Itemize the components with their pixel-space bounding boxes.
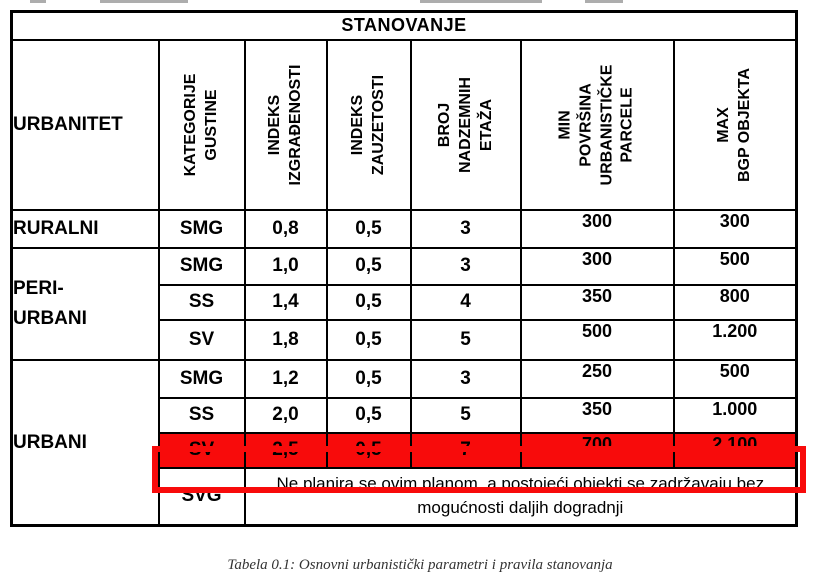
max-bgp-cell: 500 xyxy=(672,246,798,286)
indeks-izgradjenosti-cell: 1,0 xyxy=(243,246,328,286)
max-bgp-cell: 1.200 xyxy=(672,318,798,361)
indeks-zauzetosti-cell: 0,5 xyxy=(325,396,412,434)
indeks-izgradjenosti-cell: 0,8 xyxy=(243,208,328,249)
indeks-izgradjenosti-cell: 1,2 xyxy=(243,358,328,399)
table-row: SVG Ne planira se ovim planom, a postoje… xyxy=(12,466,798,527)
kategorija-cell: SMG xyxy=(157,246,246,286)
broj-etaza-cell: 5 xyxy=(409,318,522,361)
column-header-indeks-zauzetosti: INDEKS ZAUZETOSTI xyxy=(325,38,412,211)
indeks-izgradjenosti-cell: 2,0 xyxy=(243,396,328,434)
indeks-izgradjenosti-cell: 1,8 xyxy=(243,318,328,361)
table-row: SV 1,8 0,5 5 500 1.200 xyxy=(12,318,798,361)
indeks-izgradjenosti-cell: 1,4 xyxy=(243,283,328,321)
min-povrsina-cell: 500 xyxy=(519,318,675,361)
table-row: PERI- URBANI SMG 1,0 0,5 3 300 500 xyxy=(10,246,798,361)
kategorija-cell: SMG xyxy=(157,358,246,399)
min-povrsina-cell: 350 xyxy=(519,283,675,321)
clipped-text-remnant xyxy=(100,0,188,3)
kategorija-cell: SS xyxy=(157,283,246,321)
max-bgp-cell: 300 xyxy=(672,208,798,249)
column-header-max-bgp-objekta: MAX BGP OBJEKTA xyxy=(672,38,798,211)
clipped-text-remnant xyxy=(30,0,46,3)
column-header-urbanitet: URBANITET xyxy=(10,38,160,211)
min-povrsina-cell: 300 xyxy=(519,246,675,286)
group-label-peri-urbani: PERI- URBANI xyxy=(10,246,160,361)
indeks-izgradjenosti-cell: 2,5 xyxy=(243,431,328,469)
min-povrsina-cell: 300 xyxy=(519,208,675,249)
broj-etaza-cell: 3 xyxy=(409,208,522,249)
broj-etaza-cell: 3 xyxy=(409,246,522,286)
max-bgp-cell: 500 xyxy=(672,358,798,399)
table-row: RURALNI SMG 0,8 0,5 3 300 300 xyxy=(10,208,798,249)
broj-etaza-cell: 4 xyxy=(409,283,522,321)
broj-etaza-cell: 3 xyxy=(409,358,522,399)
min-povrsina-cell: 250 xyxy=(519,358,675,399)
kategorija-cell: SMG xyxy=(157,208,246,249)
column-header-kategorije-gustine: KATEGORIJE GUSTINE xyxy=(157,38,246,211)
min-povrsina-cell: 700 xyxy=(519,431,675,469)
group-label-urbani: URBANI xyxy=(10,358,160,527)
housing-parameters-table: STANOVANJE URBANITET KATEGORIJE GUSTINE … xyxy=(10,10,799,527)
indeks-zauzetosti-cell: 0,5 xyxy=(325,431,412,469)
kategorija-cell: SV xyxy=(157,431,246,469)
max-bgp-cell: 800 xyxy=(672,283,798,321)
max-bgp-cell: 2.100 xyxy=(672,431,798,469)
column-header-indeks-izgradjenosti: INDEKS IZGRAĐENOSTI xyxy=(243,38,328,211)
svg-note-cell: Ne planira se ovim planom, a postojeći o… xyxy=(243,466,798,527)
kategorija-cell: SVG xyxy=(157,466,246,527)
table-caption: Tabela 0.1: Osnovni urbanistički paramet… xyxy=(227,557,613,573)
kategorija-cell: SS xyxy=(157,396,246,434)
clipped-text-remnant xyxy=(420,0,542,3)
indeks-zauzetosti-cell: 0,5 xyxy=(325,318,412,361)
kategorija-cell: SV xyxy=(157,318,246,361)
indeks-zauzetosti-cell: 0,5 xyxy=(325,283,412,321)
indeks-zauzetosti-cell: 0,5 xyxy=(325,246,412,286)
clipped-text-remnant xyxy=(585,0,623,3)
min-povrsina-cell: 350 xyxy=(519,396,675,434)
group-label-ruralni: RURALNI xyxy=(10,208,160,249)
table-row: URBANI SMG 1,2 0,5 3 250 500 xyxy=(10,358,798,527)
max-bgp-cell: 1.000 xyxy=(672,396,798,434)
column-header-min-povrsina-parcele: MIN POVRŠINA URBANISTIČKE PARCELE xyxy=(519,38,675,211)
indeks-zauzetosti-cell: 0,5 xyxy=(325,208,412,249)
table-title: STANOVANJE xyxy=(10,10,798,41)
broj-etaza-cell: 7 xyxy=(409,431,522,469)
table-row: SS 2,0 0,5 5 350 1.000 xyxy=(12,396,798,434)
column-header-broj-nadzemnih-etaza: BROJ NADZEMNIH ETAŽA xyxy=(409,38,522,211)
broj-etaza-cell: 5 xyxy=(409,396,522,434)
indeks-zauzetosti-cell: 0,5 xyxy=(325,358,412,399)
table-row: SS 1,4 0,5 4 350 800 xyxy=(12,283,798,321)
